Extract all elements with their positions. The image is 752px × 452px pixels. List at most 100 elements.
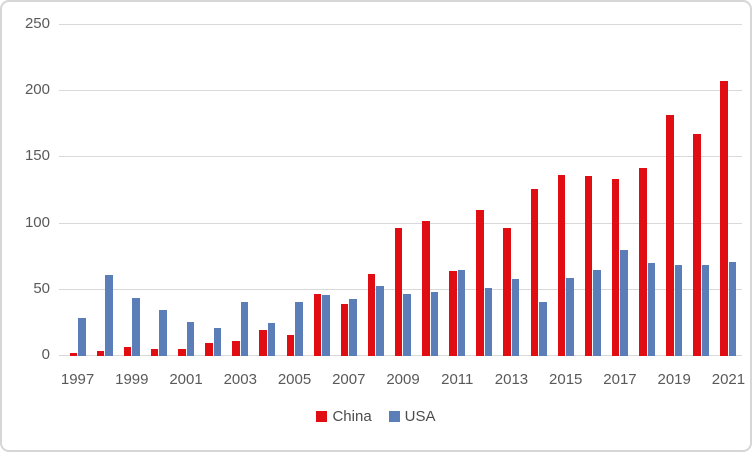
year-group-2003 — [227, 25, 254, 356]
year-group-2002 — [200, 25, 227, 356]
bar-usa-2009 — [403, 293, 411, 356]
year-group-2015 — [552, 25, 579, 356]
legend-item-china: China — [316, 408, 372, 425]
year-group-2012 — [471, 25, 498, 356]
x-tick-label-2001: 2001 — [169, 371, 203, 388]
bar-usa-2000 — [159, 309, 167, 356]
gridline-150 — [59, 156, 742, 158]
bar-usa-2008 — [376, 285, 384, 356]
x-tick-label-2015: 2015 — [549, 371, 583, 388]
x-tick-label-1999: 1999 — [115, 371, 149, 388]
y-tick-label-0: 0 — [41, 346, 50, 363]
x-tick-label-2007: 2007 — [332, 371, 366, 388]
usa-series-swatch-icon — [388, 411, 400, 422]
bar-china-2000 — [150, 349, 159, 356]
bar-usa-2015 — [566, 277, 574, 356]
year-group-2000 — [145, 25, 172, 356]
bar-usa-2011 — [457, 269, 466, 356]
x-tick-label-2013: 2013 — [494, 371, 529, 388]
bar-usa-2010 — [430, 292, 439, 356]
year-group-2004 — [254, 25, 281, 356]
bar-usa-2019 — [674, 264, 683, 356]
year-group-2021 — [715, 25, 742, 356]
x-tick-label-2011: 2011 — [441, 371, 474, 388]
year-group-2011 — [444, 25, 471, 356]
x-tick-label-2009: 2009 — [386, 371, 420, 388]
bar-china-2003 — [232, 341, 240, 356]
bar-usa-2016 — [593, 269, 601, 356]
bar-china-2020 — [693, 133, 701, 356]
bar-china-2010 — [422, 220, 430, 356]
bar-china-2018 — [639, 168, 647, 356]
bar-china-1999 — [123, 346, 132, 356]
bar-china-2002 — [205, 342, 213, 356]
bar-china-2001 — [178, 349, 186, 356]
bar-china-2012 — [476, 210, 484, 356]
bar-china-2011 — [449, 271, 457, 356]
bar-usa-2007 — [349, 299, 357, 356]
x-tick-label-2003: 2003 — [223, 371, 257, 388]
usa-legend-label: USA — [404, 408, 436, 425]
bar-usa-2001 — [186, 321, 195, 356]
bar-usa-2002 — [213, 328, 222, 356]
bar-china-1997 — [69, 353, 78, 356]
bar-usa-2003 — [240, 301, 249, 356]
year-group-1997 — [64, 25, 91, 356]
gridline-200 — [59, 90, 742, 92]
year-group-2010 — [417, 25, 444, 356]
year-group-2005 — [281, 25, 308, 356]
bar-usa-1998 — [105, 275, 113, 356]
year-group-2006 — [308, 25, 335, 356]
year-group-2009 — [389, 25, 416, 356]
y-tick-label-100: 100 — [24, 213, 50, 231]
bar-usa-2020 — [701, 264, 710, 356]
year-group-2019 — [661, 25, 688, 356]
bar-china-2007 — [340, 304, 349, 356]
year-group-2016 — [579, 25, 606, 356]
bar-usa-2014 — [539, 301, 547, 356]
bar-usa-1997 — [78, 317, 86, 356]
y-tick-label-200: 200 — [24, 81, 50, 99]
bar-china-1998 — [96, 350, 105, 356]
bar-china-2014 — [530, 189, 539, 356]
year-group-2001 — [172, 25, 199, 356]
y-tick-label-250: 250 — [24, 15, 50, 32]
bar-china-2013 — [503, 227, 511, 356]
year-group-2007 — [335, 25, 362, 356]
bar-usa-2021 — [728, 262, 737, 356]
bar-usa-2013 — [511, 279, 520, 356]
year-group-1998 — [91, 25, 118, 356]
year-group-2018 — [634, 25, 661, 356]
gridline-100 — [59, 222, 742, 224]
bar-china-2017 — [611, 178, 620, 356]
bar-china-2008 — [367, 273, 376, 356]
legend: China USA — [2, 408, 750, 425]
y-tick-label-150: 150 — [24, 147, 50, 165]
y-tick-label-50: 50 — [33, 279, 50, 297]
bar-usa-2004 — [267, 322, 276, 356]
year-group-1999 — [118, 25, 145, 356]
year-group-2013 — [498, 25, 525, 356]
bar-china-2009 — [394, 227, 403, 356]
gridline-250 — [59, 24, 742, 25]
bar-china-2006 — [313, 293, 322, 356]
year-group-2017 — [606, 25, 633, 356]
year-group-2020 — [688, 25, 715, 356]
x-tick-label-2019: 2019 — [657, 371, 691, 388]
x-tick-label-1997: 1997 — [60, 371, 95, 388]
bar-china-2004 — [259, 329, 267, 356]
bar-usa-2005 — [295, 301, 303, 356]
plot-area: 0 50 100 150 200 250 1997 1999 2001 2003 2005 2007… — [25, 15, 745, 388]
bar-china-2016 — [584, 175, 593, 356]
x-tick-label-2021: 2021 — [711, 371, 746, 388]
china-legend-label: China — [332, 408, 372, 425]
bar-usa-2018 — [647, 263, 656, 356]
bar-usa-1999 — [132, 297, 140, 356]
year-group-2014 — [525, 25, 552, 356]
x-tick-label-2005: 2005 — [277, 371, 312, 388]
china-series-swatch-icon — [316, 411, 328, 422]
year-group-2008 — [362, 25, 389, 356]
bar-usa-2006 — [322, 295, 330, 356]
bar-china-2005 — [286, 334, 294, 356]
